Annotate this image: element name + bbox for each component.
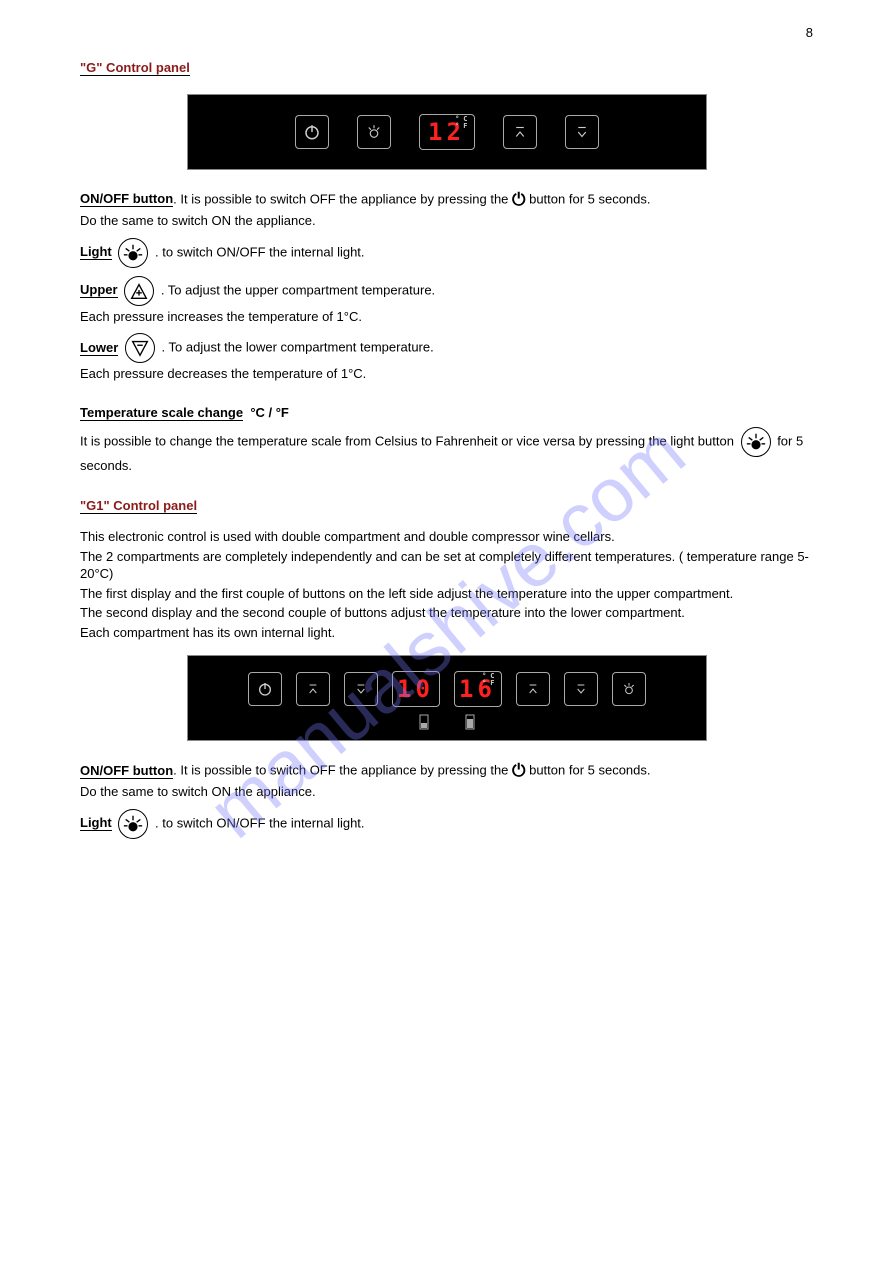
panel2-up2-button[interactable]	[516, 672, 550, 706]
scale-text-line: It is possible to change the temperature…	[80, 427, 813, 475]
down-icon	[353, 681, 369, 697]
display-unit: °C°F	[482, 673, 498, 687]
g1-onoff-text-before: . It is possible to switch OFF the appli…	[173, 763, 512, 778]
g1-intro5: Each compartment has its own internal li…	[80, 624, 813, 642]
lower-block: Lower . To adjust the lower compartment …	[80, 333, 813, 383]
onoff-label: ON/OFF button	[80, 191, 173, 207]
light-icon	[621, 681, 637, 697]
g1-intro3: The first display and the first couple o…	[80, 585, 813, 603]
panel-power-button[interactable]	[295, 115, 329, 149]
upper-icon-circle	[124, 276, 154, 306]
panel-light-button[interactable]	[357, 115, 391, 149]
section-g1-header: "G1" Control panel	[80, 498, 197, 514]
light-icon-circle	[118, 238, 148, 268]
section-g-header: "G" Control panel	[80, 60, 190, 76]
light-block: Light . to switch ON/OFF the internal li…	[80, 238, 813, 268]
g1-onoff-block: ON/OFF button. It is possible to switch …	[80, 761, 813, 801]
panel2-light-button[interactable]	[612, 672, 646, 706]
panel2-up1-button[interactable]	[296, 672, 330, 706]
power-icon-inline: ⏻	[512, 761, 525, 781]
panel-temp-display: 12 °C°F	[419, 114, 475, 150]
power-icon	[303, 123, 321, 141]
triangle-down-minus-icon	[129, 337, 151, 359]
down-icon	[573, 681, 589, 697]
g1-onoff-label: ON/OFF button	[80, 763, 173, 779]
light-icon-circle-2	[741, 427, 771, 457]
panel2-power-button[interactable]	[248, 672, 282, 706]
light-bulb-icon	[745, 431, 767, 453]
down-icon	[573, 123, 591, 141]
power-icon-inline: ⏻	[512, 190, 525, 210]
g1-intro4: The second display and the second couple…	[80, 604, 813, 622]
panel2-display-left: 10	[392, 671, 440, 707]
bottle-icon-left	[418, 713, 430, 731]
light-icon	[365, 123, 383, 141]
up-icon	[525, 681, 541, 697]
panel2-down2-button[interactable]	[564, 672, 598, 706]
g1-intro2: The 2 compartments are completely indepe…	[80, 548, 813, 583]
control-panel-g: 12 °C°F	[187, 94, 707, 170]
triangle-up-plus-icon	[128, 280, 150, 302]
g1-light-block: Light . to switch ON/OFF the internal li…	[80, 809, 813, 839]
onoff-text-before: . It is possible to switch OFF the appli…	[173, 191, 512, 206]
lower-label: Lower	[80, 340, 118, 356]
lower-icon-circle	[125, 333, 155, 363]
section-g: "G" Control panel 12 °C°F ON/OFF button.…	[80, 60, 813, 474]
scale-text1: It is possible to change the temperature…	[80, 433, 738, 448]
g1-light-label: Light	[80, 815, 112, 831]
light-bulb-icon	[122, 813, 144, 835]
onoff-text-after: button for 5 seconds.	[525, 191, 650, 206]
lower-text2: Each pressure decreases the temperature …	[80, 365, 813, 383]
scale-block: Temperature scale change °C / °F It is p…	[80, 405, 813, 475]
panel-g1-row1: 10 16°C°F	[248, 671, 646, 707]
light-icon-circle-3	[118, 809, 148, 839]
panel2-down1-button[interactable]	[344, 672, 378, 706]
section-g1: "G1" Control panel This electronic contr…	[80, 498, 813, 839]
up-icon	[511, 123, 529, 141]
page-number: 8	[806, 25, 813, 40]
panel-up-button[interactable]	[503, 115, 537, 149]
scale-label: Temperature scale change	[80, 405, 243, 421]
display-unit: °C°F	[455, 116, 471, 130]
onoff-line2: Do the same to switch ON the appliance.	[80, 212, 813, 230]
bottle-icon-right	[464, 713, 476, 731]
g1-onoff-text-after: button for 5 seconds.	[525, 763, 650, 778]
panel-g1-row2	[418, 713, 476, 731]
light-label: Light	[80, 244, 112, 260]
upper-label: Upper	[80, 282, 118, 298]
g1-onoff-line2: Do the same to switch ON the appliance.	[80, 783, 813, 801]
light-bulb-icon	[122, 242, 144, 264]
onoff-block: ON/OFF button. It is possible to switch …	[80, 190, 813, 230]
lower-text: . To adjust the lower compartment temper…	[162, 340, 434, 355]
light-text: . to switch ON/OFF the internal light.	[155, 244, 365, 259]
upper-text: . To adjust the upper compartment temper…	[161, 282, 435, 297]
control-panel-g1: 10 16°C°F	[187, 655, 707, 741]
g1-intro1: This electronic control is used with dou…	[80, 528, 813, 546]
up-icon	[305, 681, 321, 697]
upper-block: Upper . To adjust the upper compartment …	[80, 276, 813, 326]
panel-down-button[interactable]	[565, 115, 599, 149]
upper-text2: Each pressure increases the temperature …	[80, 308, 813, 326]
g1-light-text: . to switch ON/OFF the internal light.	[155, 815, 365, 830]
panel2-display-right: 16°C°F	[454, 671, 502, 707]
power-icon	[257, 681, 273, 697]
scale-suffix: °C / °F	[247, 405, 289, 420]
display-left-value: 10	[397, 675, 434, 703]
page-content: "G" Control panel 12 °C°F ON/OFF button.…	[80, 60, 813, 839]
